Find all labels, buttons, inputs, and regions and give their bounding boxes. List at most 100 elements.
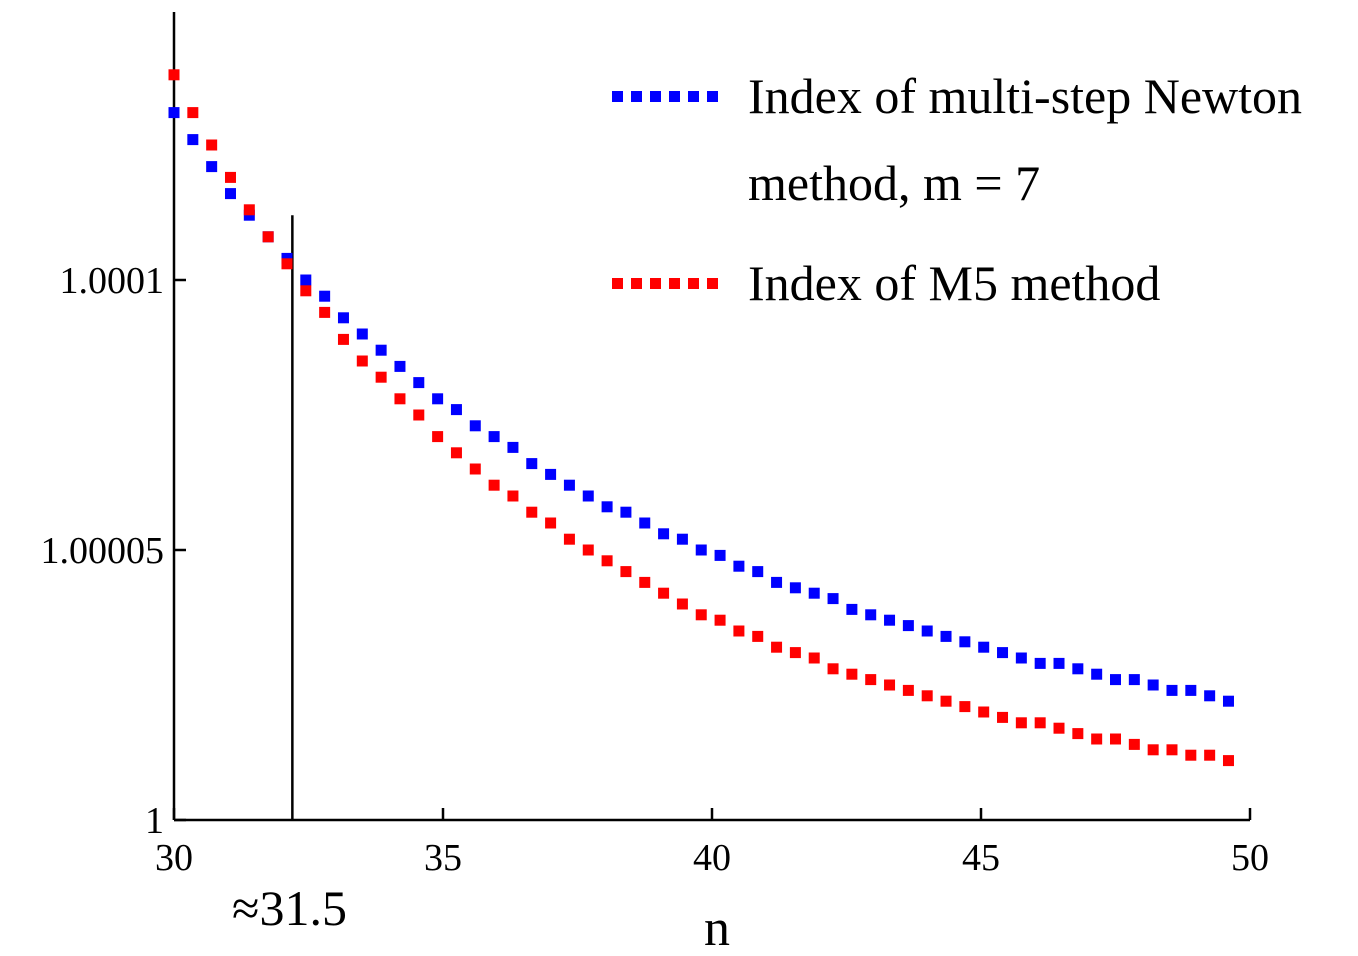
- data-point: [582, 544, 594, 556]
- data-point: [469, 420, 481, 432]
- data-point: [639, 517, 651, 529]
- data-point: [865, 609, 877, 621]
- data-point: [432, 431, 444, 443]
- data-point: [206, 139, 218, 151]
- data-point: [337, 312, 349, 324]
- x-tick-label: 50: [1231, 837, 1269, 879]
- data-point: [752, 566, 764, 578]
- data-point: [1222, 695, 1234, 707]
- legend-marker: [707, 278, 718, 289]
- data-point: [1166, 684, 1178, 696]
- legend-marker: [707, 91, 718, 102]
- data-point: [789, 582, 801, 594]
- data-point: [676, 533, 688, 545]
- legend-marker: [688, 278, 699, 289]
- data-point: [337, 333, 349, 345]
- data-point: [846, 668, 858, 680]
- data-point: [601, 501, 613, 513]
- legend-marker: [631, 278, 642, 289]
- legend-marker: [612, 91, 623, 102]
- data-point: [281, 258, 293, 270]
- data-point: [1072, 728, 1084, 740]
- x-tick-label: 40: [693, 837, 731, 879]
- data-point: [413, 409, 425, 421]
- data-point: [695, 609, 707, 621]
- data-point: [658, 587, 670, 599]
- data-point: [1204, 690, 1216, 702]
- data-point: [695, 544, 707, 556]
- data-point: [1053, 722, 1065, 734]
- data-point: [1091, 668, 1103, 680]
- data-point: [319, 290, 331, 302]
- data-point: [168, 69, 180, 81]
- data-point: [488, 479, 500, 491]
- data-point: [714, 614, 726, 626]
- data-point: [808, 587, 820, 599]
- data-point: [733, 560, 745, 572]
- data-point: [658, 528, 670, 540]
- legend-label: Index of multi-step Newton: [748, 68, 1302, 124]
- data-point: [394, 360, 406, 372]
- data-point: [978, 641, 990, 653]
- data-point: [620, 506, 632, 518]
- data-point: [940, 695, 952, 707]
- data-point: [884, 614, 896, 626]
- legend-label: method, m = 7: [748, 155, 1040, 211]
- data-point: [1053, 657, 1065, 669]
- y-tick-label: 1.0001: [60, 260, 165, 302]
- data-point: [865, 674, 877, 686]
- data-point: [940, 630, 952, 642]
- y-tick-label: 1.00005: [41, 530, 165, 572]
- legend-marker: [669, 278, 680, 289]
- data-point: [356, 355, 368, 367]
- data-point: [1128, 738, 1140, 750]
- x-tick-label: 35: [424, 837, 462, 879]
- annotations: ≈31.5: [232, 215, 347, 936]
- data-point: [1034, 657, 1046, 669]
- data-point: [432, 393, 444, 405]
- legend-marker: [650, 278, 661, 289]
- data-point: [224, 188, 236, 200]
- data-point: [959, 636, 971, 648]
- y-tick-label: 1: [145, 800, 164, 842]
- data-point: [413, 377, 425, 389]
- data-point: [375, 344, 387, 356]
- data-point: [563, 479, 575, 491]
- data-point: [187, 107, 199, 119]
- data-point: [545, 468, 557, 480]
- data-point: [526, 458, 538, 470]
- x-tick-label: 45: [962, 837, 1000, 879]
- data-point: [243, 204, 255, 216]
- data-point: [714, 549, 726, 561]
- legend-item-1: Index of multi-step Newton method, m = 7: [612, 68, 1302, 211]
- data-point: [676, 598, 688, 610]
- data-point: [187, 134, 199, 146]
- data-point: [262, 231, 274, 243]
- data-point: [394, 393, 406, 405]
- data-point: [921, 625, 933, 637]
- series-2: [168, 69, 1234, 767]
- data-point: [507, 441, 519, 453]
- data-point: [827, 593, 839, 605]
- legend-marker: [631, 91, 642, 102]
- data-point: [902, 684, 914, 696]
- data-point: [1185, 749, 1197, 761]
- data-point: [959, 701, 971, 713]
- data-point: [1128, 674, 1140, 686]
- data-point: [884, 679, 896, 691]
- data-point: [319, 306, 331, 318]
- data-point: [921, 690, 933, 702]
- legend-marker: [612, 278, 623, 289]
- data-point: [1166, 744, 1178, 756]
- data-point: [733, 625, 745, 637]
- data-point: [846, 603, 858, 615]
- legend-label: Index of M5 method: [748, 255, 1160, 311]
- data-point: [469, 463, 481, 475]
- x-axis-title: n: [704, 900, 730, 956]
- axes: 30 35 40 45 50 1 1.00005 1.0001 n: [41, 12, 1269, 956]
- data-point: [206, 161, 218, 173]
- legend-marker: [650, 91, 661, 102]
- data-point: [450, 447, 462, 459]
